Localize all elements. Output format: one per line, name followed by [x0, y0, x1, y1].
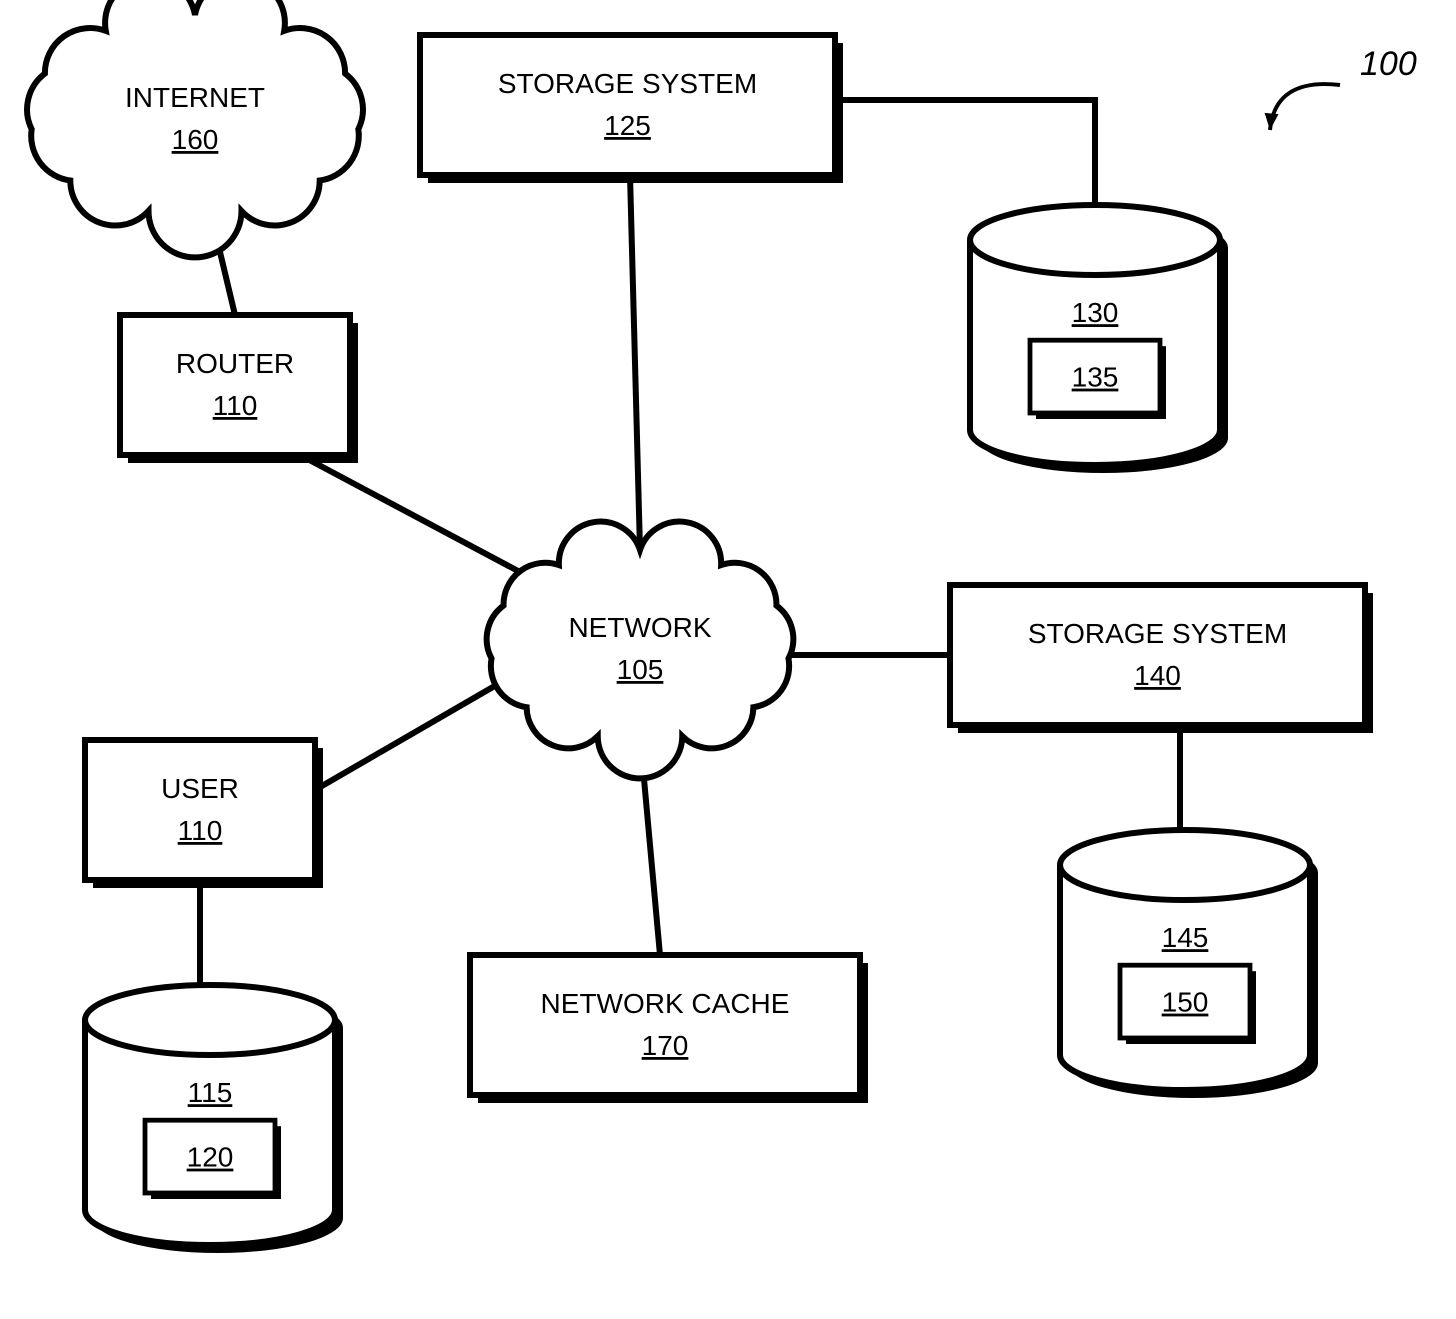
svg-text:ROUTER: ROUTER [176, 348, 294, 379]
svg-text:115: 115 [188, 1077, 233, 1108]
svg-text:125: 125 [604, 110, 651, 141]
svg-text:120: 120 [187, 1142, 234, 1173]
svg-text:STORAGE SYSTEM: STORAGE SYSTEM [498, 68, 757, 99]
svg-text:130: 130 [1072, 297, 1119, 328]
svg-text:150: 150 [1162, 987, 1209, 1018]
network-diagram: 100 INTERNET 160 NETWORK 105 ROUTER 110 STORAGE… [0, 0, 1456, 1319]
svg-text:160: 160 [172, 124, 219, 155]
nodes: INTERNET 160 NETWORK 105 ROUTER 110 STORAGE SY… [27, 0, 1373, 1253]
svg-text:110: 110 [178, 815, 223, 846]
svg-text:105: 105 [617, 654, 664, 685]
svg-text:NETWORK CACHE: NETWORK CACHE [541, 988, 790, 1019]
svg-text:USER: USER [161, 773, 239, 804]
svg-text:135: 135 [1072, 362, 1119, 393]
svg-text:145: 145 [1162, 922, 1209, 953]
svg-text:140: 140 [1134, 660, 1181, 691]
svg-text:170: 170 [642, 1030, 689, 1061]
svg-text:INTERNET: INTERNET [125, 82, 265, 113]
svg-text:110: 110 [213, 390, 258, 421]
svg-text:STORAGE SYSTEM: STORAGE SYSTEM [1028, 618, 1287, 649]
svg-text:100: 100 [1360, 45, 1417, 83]
svg-text:NETWORK: NETWORK [568, 612, 711, 643]
